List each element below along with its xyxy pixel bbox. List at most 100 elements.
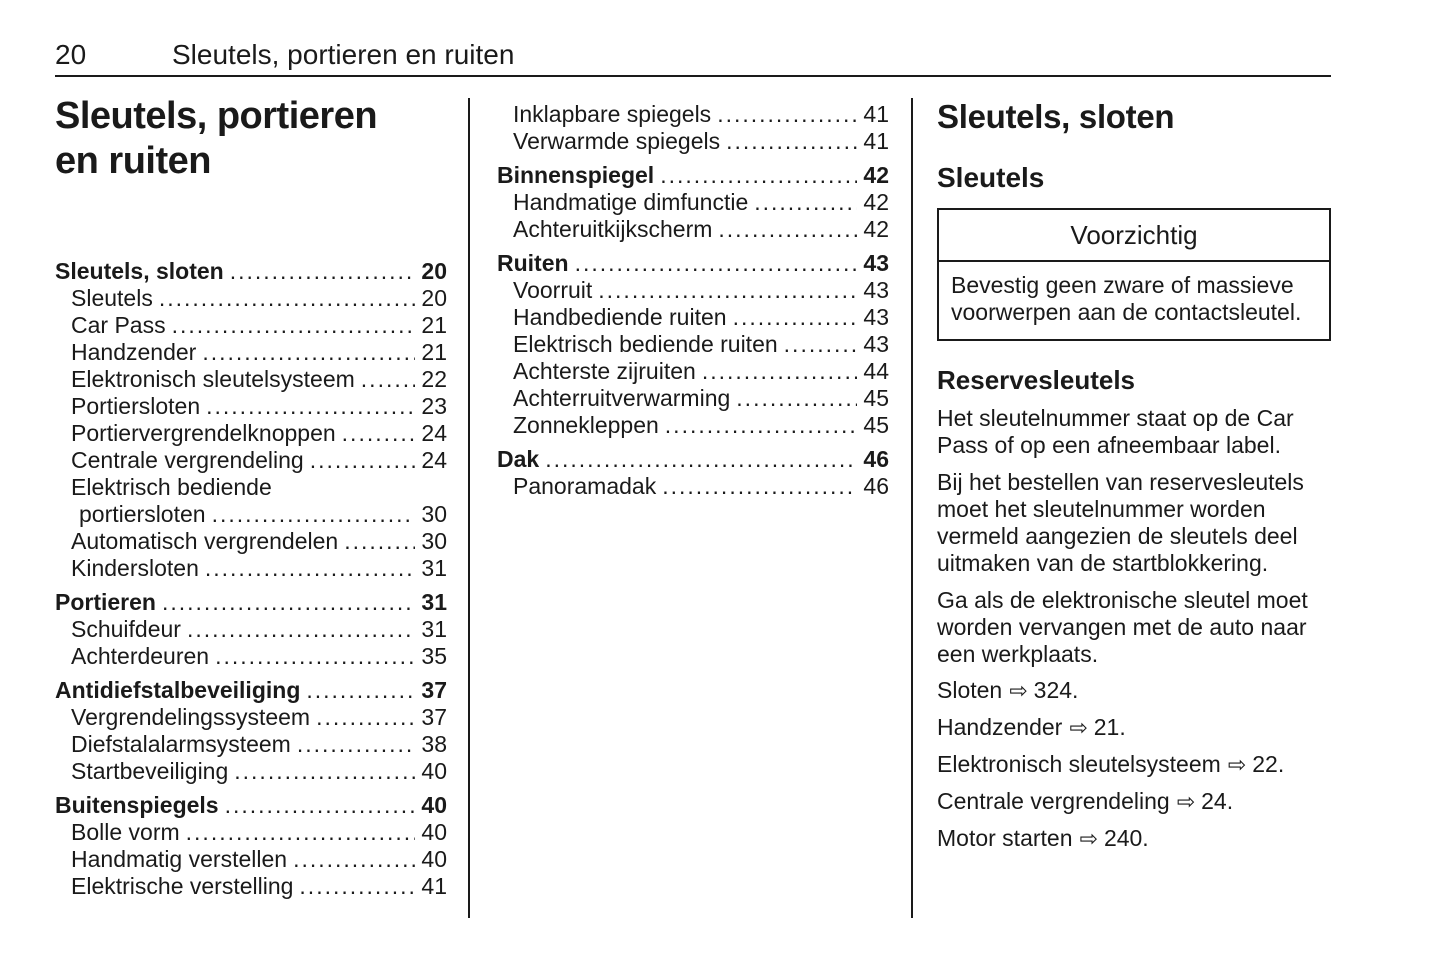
toc-dot-leader xyxy=(545,446,857,473)
toc-dot-leader xyxy=(215,643,415,670)
toc-entry: Achterdeuren 35 xyxy=(55,643,447,670)
toc-entry-page: 42 xyxy=(863,189,889,215)
subheading-reservesleutels: Reservesleutels xyxy=(937,365,1136,395)
toc-entry-label: Verwarmde spiegels xyxy=(513,128,721,154)
toc-entry-label: Ruiten xyxy=(497,250,569,276)
toc-entry: Elektrische verstelling 41 xyxy=(55,873,447,900)
cross-reference-page: 324. xyxy=(1033,677,1079,703)
toc-dot-leader xyxy=(718,216,857,243)
toc-entry-label: Sleutels, sloten xyxy=(55,258,224,284)
cross-reference-label: Centrale vergrendeling xyxy=(937,788,1170,814)
toc-entry-label: portiersloten xyxy=(79,501,206,527)
toc-entry: Verwarmde spiegels 41 xyxy=(497,128,889,155)
cross-reference-label: Handzender xyxy=(937,714,1063,740)
toc-entry-label: Achteruitkijkscherm xyxy=(513,216,713,242)
body-paragraphs: Het sleutelnummer staat op de Car Pass o… xyxy=(937,405,1331,668)
toc-dot-leader xyxy=(660,162,857,189)
cross-reference-label: Motor starten xyxy=(937,825,1073,851)
toc-entry-page: 45 xyxy=(863,385,889,411)
toc-dot-leader xyxy=(736,385,857,412)
toc-entry-page: 31 xyxy=(421,589,447,615)
toc-entry-label: Achterste zijruiten xyxy=(513,358,696,384)
cross-references: Sloten ⇨ 324. Handzender ⇨ 21. Elektronisch sl… xyxy=(937,677,1331,853)
cross-reference: Centrale vergrendeling ⇨ 24. xyxy=(937,788,1331,816)
toc-entry-page: 41 xyxy=(421,873,447,899)
content-column: Sleutels, sloten Sleutels Voorzichtig Be… xyxy=(937,97,1331,853)
toc-entry-label: Antidiefstalbeveiliging xyxy=(55,677,301,703)
toc-entry-page: 24 xyxy=(421,420,447,446)
toc-entry-label: Centrale vergrendeling xyxy=(71,447,304,473)
cross-reference-page: 22. xyxy=(1252,751,1285,777)
toc-entry-page: 21 xyxy=(421,339,447,365)
toc-entry: Car Pass 21 xyxy=(55,312,447,339)
toc-entry: Sleutels 20 xyxy=(55,285,447,312)
toc-entry-label: Car Pass xyxy=(71,312,166,338)
toc-entry-page: 45 xyxy=(863,412,889,438)
page-reference-arrow-icon: ⇨ xyxy=(1069,716,1088,741)
chapter-title-line2: en ruiten xyxy=(55,140,211,182)
toc-entry-page: 31 xyxy=(421,616,447,642)
toc-entry-page: 20 xyxy=(421,285,447,311)
toc-entry-page: 43 xyxy=(863,250,889,276)
toc-entry-page: 40 xyxy=(421,758,447,784)
toc-entry-label: Elektrische verstelling xyxy=(71,873,294,899)
toc-entry-page: 40 xyxy=(421,792,447,818)
toc-entry-label: Achterdeuren xyxy=(71,643,210,669)
toc-entry: Buitenspiegels 40 xyxy=(55,792,447,819)
toc-entry: Zonnekleppen 45 xyxy=(497,412,889,439)
toc-entry: Bolle vorm 40 xyxy=(55,819,447,846)
toc-entry-label: Bolle vorm xyxy=(71,819,180,845)
page-reference-arrow-icon: ⇨ xyxy=(1079,827,1098,852)
toc-entry-label: Inklapbare spiegels xyxy=(513,101,712,127)
toc-entry-page: 41 xyxy=(863,128,889,154)
toc-dot-leader xyxy=(598,277,857,304)
toc-entry-page: 37 xyxy=(421,677,447,703)
cross-reference-page: 24. xyxy=(1201,788,1234,814)
toc-entry-page: 40 xyxy=(421,819,447,845)
toc-entry-page: 22 xyxy=(421,366,447,392)
toc-entry: Inklapbare spiegels 41 xyxy=(497,101,889,128)
toc-entry-label: Kindersloten xyxy=(71,555,199,581)
toc-entry-page: 31 xyxy=(421,555,447,581)
toc-dot-leader xyxy=(297,731,416,758)
toc-entry-page: 42 xyxy=(863,216,889,242)
toc-entry-label: Elektronisch sleutelsysteem xyxy=(71,366,355,392)
running-header-title: Sleutels, portieren en ruiten xyxy=(172,39,515,70)
toc-dot-leader xyxy=(205,555,416,582)
toc-entry: Elektrisch bediende ruiten 43 xyxy=(497,331,889,358)
cross-reference: Elektronisch sleutelsysteem ⇨ 22. xyxy=(937,751,1331,779)
toc-entry: Handmatig verstellen 40 xyxy=(55,846,447,873)
toc-entry: Startbeveiliging 40 xyxy=(55,758,447,785)
toc-entry: Ruiten 43 xyxy=(497,250,889,277)
section-title: Sleutels, sloten xyxy=(937,98,1175,135)
toc-entry-page: 30 xyxy=(421,528,447,554)
toc-entry-page: 20 xyxy=(421,258,447,284)
cross-reference: Handzender ⇨ 21. xyxy=(937,714,1331,742)
toc-dot-leader xyxy=(754,189,857,216)
toc-dot-leader xyxy=(665,412,858,439)
toc-entry: Schuifdeur 31 xyxy=(55,616,447,643)
toc-entry-label: Handzender xyxy=(71,339,197,365)
toc-entry-label: Schuifdeur xyxy=(71,616,181,642)
toc-dot-leader xyxy=(186,819,416,846)
chapter-title-line1: Sleutels, portieren xyxy=(55,95,378,137)
toc-entry-page: 21 xyxy=(421,312,447,338)
caution-box-title: Voorzichtig xyxy=(939,210,1329,262)
column-divider xyxy=(468,98,470,918)
toc-entry-page: 37 xyxy=(421,704,447,730)
toc-dot-leader xyxy=(342,420,416,447)
page-reference-arrow-icon: ⇨ xyxy=(1227,753,1247,778)
cross-reference-label: Elektronisch sleutelsysteem xyxy=(937,751,1221,777)
toc-entry: Automatisch vergrendelen 30 xyxy=(55,528,447,555)
toc-entry: Voorruit 43 xyxy=(497,277,889,304)
toc-entry-label: Sleutels xyxy=(71,285,153,311)
toc-entry: Sleutels, sloten 20 xyxy=(55,258,447,285)
toc-dot-leader xyxy=(234,758,415,785)
toc-dot-leader xyxy=(316,704,415,731)
toc-entry: Elektrisch bediende xyxy=(55,474,447,501)
toc-dot-leader xyxy=(299,873,415,900)
toc-entry: Antidiefstalbeveiliging 37 xyxy=(55,677,447,704)
toc-entry-page: 30 xyxy=(421,501,447,527)
toc-entry-label: Zonnekleppen xyxy=(513,412,659,438)
